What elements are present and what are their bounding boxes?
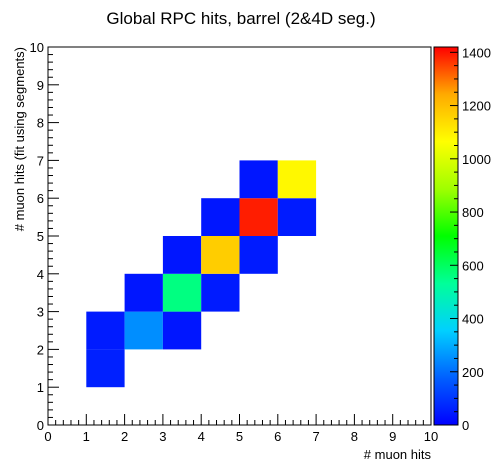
heatmap-cell — [277, 160, 317, 199]
y-tick-label: 1 — [37, 380, 44, 395]
heatmap-cell — [86, 349, 125, 388]
heatmap-cell — [162, 236, 202, 274]
x-tick-label: 7 — [312, 429, 319, 444]
heatmap-cell — [201, 236, 240, 274]
heatmap-cell — [239, 236, 278, 274]
colorbar-tick-label: 800 — [462, 205, 484, 220]
y-tick-label: 7 — [37, 153, 44, 168]
heatmap-cell — [201, 273, 240, 312]
colorbar — [434, 47, 458, 425]
chart-title: Global RPC hits, barrel (2&4D seg.) — [106, 9, 375, 28]
x-tick-label: 5 — [236, 429, 243, 444]
x-tick-label: 2 — [121, 429, 128, 444]
x-tick-label: 9 — [389, 429, 396, 444]
colorbar-ticks: 0 200 400 600 800 1000 1200 1400 — [450, 45, 491, 433]
x-tick-label: 0 — [44, 429, 51, 444]
colorbar-tick-label: 1000 — [462, 152, 491, 167]
heatmap-cell — [201, 198, 240, 236]
colorbar-tick-label: 200 — [462, 365, 484, 380]
heatmap-cell — [239, 160, 278, 199]
y-tick-label: 3 — [37, 305, 44, 320]
heatmap-cell — [162, 311, 202, 350]
heatmap-cell — [86, 311, 125, 350]
colorbar-frame — [433, 46, 459, 426]
x-tick-label: 4 — [198, 429, 205, 444]
colorbar-tick-label: 1400 — [462, 45, 491, 60]
x-tick-label: 10 — [424, 429, 438, 444]
y-axis-ticks: 0 1 2 3 4 5 6 7 8 9 10 — [30, 40, 59, 433]
colorbar-tick-label: 600 — [462, 258, 484, 273]
y-tick-label: 10 — [30, 40, 44, 55]
heatmap-cell — [124, 273, 163, 312]
heatmap-cell — [162, 273, 202, 312]
x-axis-label: # muon hits — [364, 447, 432, 462]
y-tick-label: 9 — [37, 78, 44, 93]
x-tick-label: 1 — [83, 429, 90, 444]
y-tick-label: 5 — [37, 229, 44, 244]
y-tick-label: 4 — [37, 267, 44, 282]
x-tick-label: 6 — [274, 429, 281, 444]
heatmap-cell — [239, 198, 278, 236]
heatmap-cell — [124, 311, 163, 350]
y-tick-label: 6 — [37, 191, 44, 206]
colorbar-tick-label: 1200 — [462, 99, 491, 114]
heatmap-cells — [86, 160, 317, 388]
x-tick-label: 3 — [159, 429, 166, 444]
x-axis-ticks: 0 1 2 3 4 5 6 7 8 9 10 — [44, 414, 438, 444]
y-tick-label: 8 — [37, 116, 44, 131]
y-axis-label: # muon hits (fit using segments) — [12, 47, 27, 231]
colorbar-tick-label: 400 — [462, 312, 484, 327]
y-tick-label: 0 — [37, 418, 44, 433]
x-tick-label: 8 — [351, 429, 358, 444]
heatmap-cell — [277, 198, 317, 236]
colorbar-tick-label: 0 — [462, 418, 469, 433]
y-tick-label: 2 — [37, 342, 44, 357]
